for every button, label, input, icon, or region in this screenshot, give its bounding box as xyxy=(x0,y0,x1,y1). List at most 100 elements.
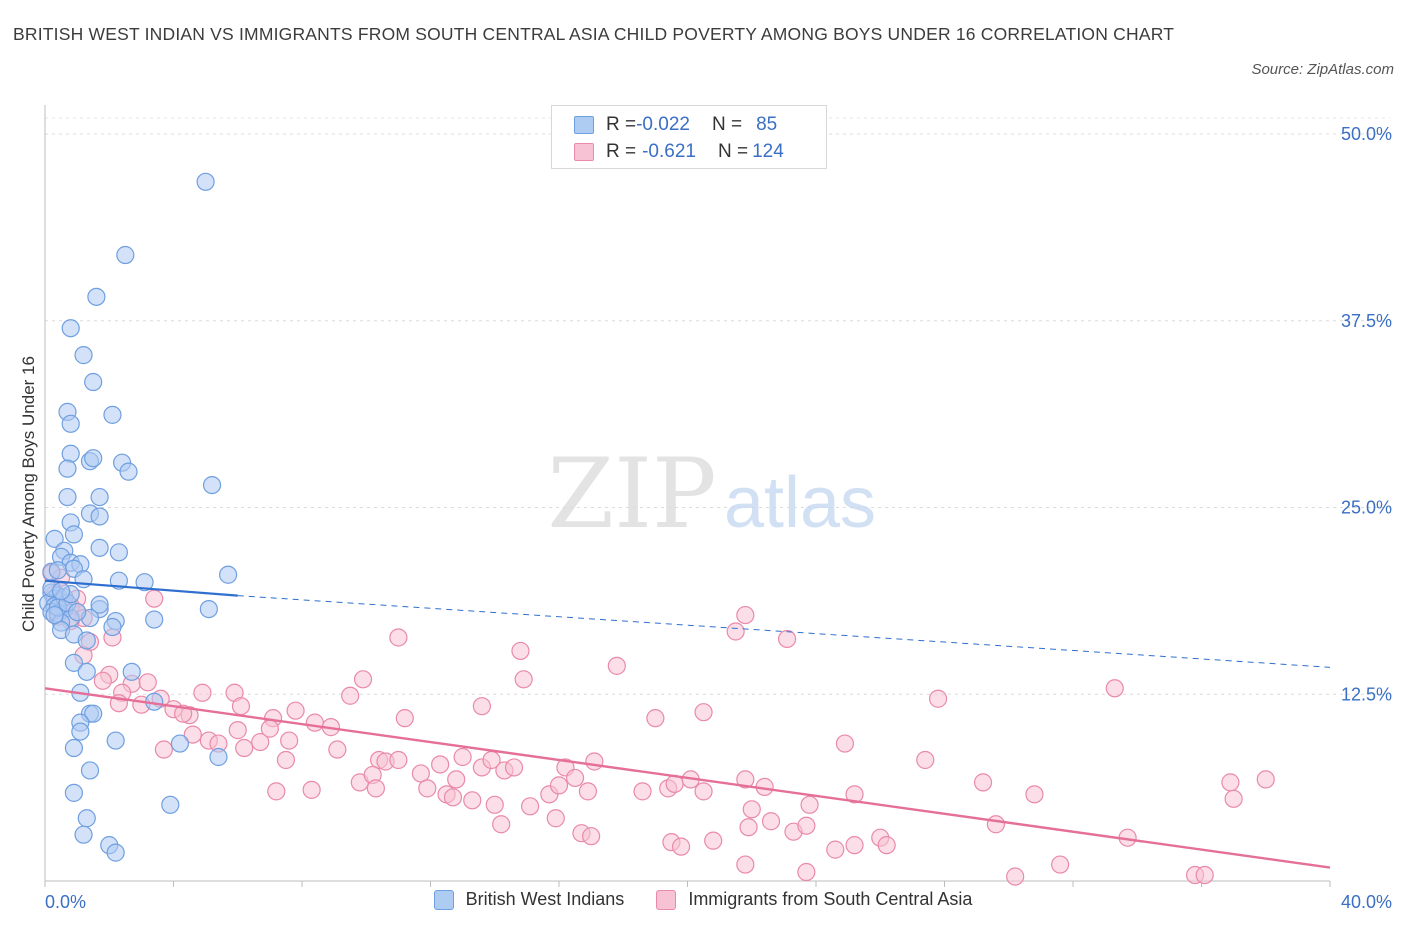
stats-swatch-pink xyxy=(574,143,594,161)
stats-n-label: N = xyxy=(717,141,749,162)
point-south-central-asia xyxy=(431,755,450,774)
trend-line-british-west-indians xyxy=(44,579,238,597)
point-south-central-asia xyxy=(633,782,652,801)
point-south-central-asia xyxy=(549,776,569,795)
point-south-central-asia xyxy=(138,673,157,692)
point-british-west-indians xyxy=(84,704,103,723)
point-south-central-asia xyxy=(736,855,755,874)
y-tick-label: 12.5% xyxy=(1341,684,1392,704)
point-british-west-indians xyxy=(45,605,64,625)
point-british-west-indians xyxy=(74,346,93,365)
point-south-central-asia xyxy=(453,747,472,767)
point-south-central-asia xyxy=(565,768,585,788)
point-south-central-asia xyxy=(492,815,511,834)
point-south-central-asia xyxy=(228,721,247,740)
watermark-zip: ZIP xyxy=(547,438,716,550)
point-south-central-asia xyxy=(280,731,299,750)
point-south-central-asia xyxy=(389,628,408,647)
point-british-west-indians xyxy=(61,444,80,463)
stats-n-value: 85 xyxy=(756,114,778,135)
point-south-central-asia xyxy=(418,779,437,798)
stats-r-value: -0.022 xyxy=(636,114,690,135)
legend-item-british-west-indians[interactable]: British West Indians xyxy=(433,889,625,910)
point-south-central-asia xyxy=(1256,770,1275,789)
point-south-central-asia xyxy=(93,671,112,690)
point-british-west-indians xyxy=(90,538,109,557)
legend-item-south-central-asia[interactable]: Immigrants from South Central Asia xyxy=(656,889,972,910)
point-south-central-asia xyxy=(797,816,816,835)
point-south-central-asia xyxy=(845,785,864,804)
point-south-central-asia xyxy=(463,791,482,810)
point-british-west-indians xyxy=(196,172,215,191)
point-south-central-asia xyxy=(183,725,202,744)
chart-title: BRITISH WEST INDIAN VS IMMIGRANTS FROM S… xyxy=(13,24,1175,44)
point-british-west-indians xyxy=(77,631,96,650)
point-south-central-asia xyxy=(1006,867,1025,886)
point-south-central-asia xyxy=(742,800,761,819)
point-british-west-indians xyxy=(161,795,180,814)
point-british-west-indians xyxy=(48,561,67,580)
stats-r-label: R = xyxy=(606,114,637,135)
point-south-central-asia xyxy=(739,818,758,837)
point-south-central-asia xyxy=(328,740,347,759)
point-south-central-asia xyxy=(694,782,713,801)
point-british-west-indians xyxy=(90,507,109,526)
trend-line-south-central-asia xyxy=(44,687,1331,869)
point-british-west-indians xyxy=(119,462,138,481)
point-british-west-indians xyxy=(106,843,125,862)
point-british-west-indians xyxy=(170,734,190,753)
point-british-west-indians xyxy=(58,459,77,478)
point-british-west-indians xyxy=(74,825,93,844)
watermark-atlas: atlas xyxy=(724,463,876,543)
point-british-west-indians xyxy=(77,809,96,828)
point-british-west-indians xyxy=(64,653,84,672)
point-british-west-indians xyxy=(87,287,106,306)
point-south-central-asia xyxy=(251,732,270,752)
point-south-central-asia xyxy=(447,770,466,789)
stats-r-label: R = xyxy=(606,141,637,162)
point-british-west-indians xyxy=(45,529,64,548)
point-south-central-asia xyxy=(231,697,251,716)
point-south-central-asia xyxy=(154,740,173,759)
point-south-central-asia xyxy=(193,683,212,702)
data-points xyxy=(39,172,1275,886)
point-south-central-asia xyxy=(585,752,604,771)
point-british-west-indians xyxy=(109,543,128,562)
legend-label: British West Indians xyxy=(465,889,625,909)
y-axis-label: Child Poverty Among Boys Under 16 xyxy=(19,356,38,632)
point-south-central-asia xyxy=(504,758,524,777)
point-south-central-asia xyxy=(267,782,286,801)
point-south-central-asia xyxy=(1221,773,1240,792)
point-south-central-asia xyxy=(511,641,530,661)
source-label: Source: ZipAtlas.com xyxy=(1251,61,1394,78)
point-south-central-asia xyxy=(145,589,164,608)
y-tick-label: 37.5% xyxy=(1341,311,1392,331)
legend-swatch-pink xyxy=(656,889,677,910)
point-south-central-asia xyxy=(1105,679,1124,698)
tick-labels: 12.5% 25.0% 37.5% 50.0% 0.0% 40.0% xyxy=(45,124,1392,912)
point-british-west-indians xyxy=(64,525,84,544)
stats-row-british-west-indians: R = -0.022 N = 85 xyxy=(574,112,777,138)
point-british-west-indians xyxy=(51,582,71,601)
legend: British West Indians Immigrants from Sou… xyxy=(0,889,1406,910)
point-south-central-asia xyxy=(1025,785,1044,804)
point-south-central-asia xyxy=(928,689,948,708)
point-south-central-asia xyxy=(736,770,755,789)
point-south-central-asia xyxy=(582,827,601,846)
y-tick-label: 50.0% xyxy=(1341,124,1392,144)
stats-n-label: N = xyxy=(711,114,743,135)
point-south-central-asia xyxy=(546,809,565,828)
point-british-west-indians xyxy=(84,449,103,468)
point-south-central-asia xyxy=(761,812,781,831)
point-south-central-asia xyxy=(845,836,864,855)
point-south-central-asia xyxy=(800,795,819,814)
point-south-central-asia xyxy=(736,605,755,625)
point-british-west-indians xyxy=(61,414,80,433)
point-south-central-asia xyxy=(366,779,385,798)
point-british-west-indians xyxy=(109,571,128,590)
stats-row-south-central-asia: R = -0.621 N = 124 xyxy=(574,139,784,165)
point-south-central-asia xyxy=(694,703,713,722)
point-south-central-asia xyxy=(341,686,360,705)
point-south-central-asia xyxy=(353,670,373,689)
point-south-central-asia xyxy=(1051,855,1070,874)
